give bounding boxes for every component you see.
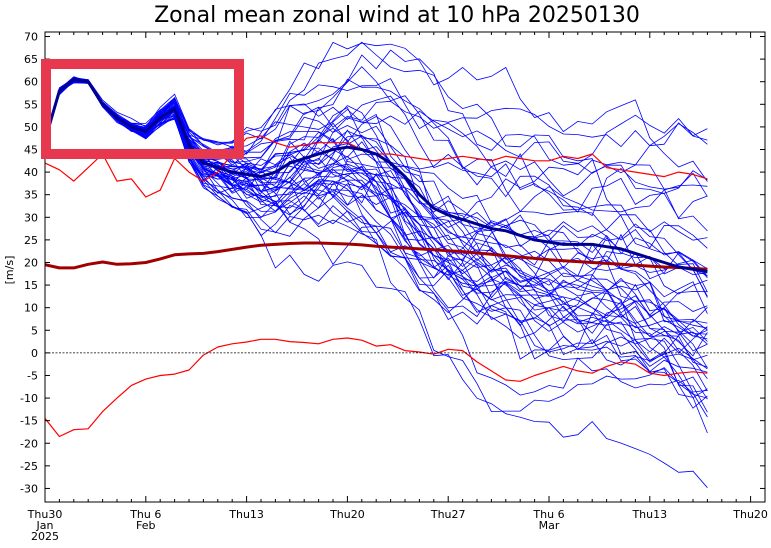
ensemble-member-line — [45, 79, 708, 345]
y-tick-label: 70 — [24, 31, 38, 44]
y-tick-label: 30 — [24, 211, 38, 224]
ensemble-member-line — [45, 81, 708, 334]
ensemble-member-line — [45, 82, 708, 373]
tick-labels: 7065605550454035302520151050-5-10-15-20-… — [20, 31, 768, 543]
ensemble-member-line — [45, 78, 708, 327]
ensemble-member-line — [45, 78, 708, 335]
ensemble-member-line — [45, 79, 708, 361]
y-tick-label: 35 — [24, 189, 38, 202]
ensemble-member-line — [45, 78, 708, 217]
ensemble-member-line — [45, 77, 708, 352]
x-tick-label: Thu20 — [329, 508, 365, 521]
ensemble-member-line — [45, 78, 708, 156]
x-tick-label: Thu30 — [27, 508, 63, 521]
x-tick-label: Mar — [539, 519, 560, 532]
ensemble-member-line — [45, 77, 708, 488]
y-tick-label: 20 — [24, 256, 38, 269]
y-tick-label: 25 — [24, 234, 38, 247]
ensemble-member-line — [45, 79, 708, 361]
chart-title: Zonal mean zonal wind at 10 hPa 20250130 — [154, 3, 640, 28]
climatology-mean-line — [45, 241, 708, 271]
ensemble-member-line — [45, 80, 708, 357]
y-tick-label: 10 — [24, 302, 38, 315]
ensemble-member-line — [45, 77, 708, 369]
y-tick-label: 60 — [24, 76, 38, 89]
y-tick-label: -5 — [27, 369, 38, 382]
y-tick-label: -15 — [20, 415, 38, 428]
ensemble-mean-line — [45, 78, 708, 273]
ensemble-member-line — [45, 81, 708, 287]
ensemble-member-line — [45, 77, 708, 331]
highlight-box — [41, 59, 244, 159]
axes — [44, 31, 766, 503]
series-lines — [45, 78, 708, 438]
y-tick-label: 15 — [24, 279, 38, 292]
ensemble-member-line — [45, 41, 708, 279]
ensemble-member-line — [45, 78, 708, 197]
x-tick-label: Thu 6 — [129, 508, 161, 521]
y-tick-label: 65 — [24, 53, 38, 66]
ensemble-member-line — [45, 79, 708, 345]
x-tick-label: Thu27 — [430, 508, 466, 521]
y-tick-label: 0 — [31, 347, 38, 360]
x-tick-label: Thu20 — [732, 508, 768, 521]
ensemble-member-line — [45, 76, 708, 324]
ensemble-member-line — [45, 79, 708, 368]
y-axis-label: [m/s] — [3, 256, 16, 285]
ensemble-member-line — [45, 41, 708, 182]
ensemble-member-line — [45, 78, 708, 363]
y-tick-label: 55 — [24, 98, 38, 111]
y-tick-label: -20 — [20, 437, 38, 450]
ensemble-member-line — [45, 79, 708, 295]
ensemble-member-line — [45, 78, 708, 279]
y-tick-label: -10 — [20, 392, 38, 405]
y-tick-label: 5 — [31, 324, 38, 337]
x-tick-label: Jan — [36, 519, 54, 532]
y-tick-label: -30 — [20, 482, 38, 495]
x-tick-label: Thu 6 — [532, 508, 564, 521]
ensemble-member-line — [45, 77, 708, 409]
y-tick-label: -25 — [20, 460, 38, 473]
ensemble-member-line — [45, 80, 708, 291]
y-tick-label: 40 — [24, 166, 38, 179]
y-tick-label: 45 — [24, 144, 38, 157]
x-tick-label: Thu13 — [631, 508, 667, 521]
climatology-min-line — [45, 337, 708, 438]
x-tick-label: Feb — [136, 519, 155, 532]
x-tick-label: 2025 — [31, 530, 59, 543]
x-tick-label: Thu13 — [228, 508, 264, 521]
ensemble-member-line — [45, 78, 708, 316]
y-tick-label: 50 — [24, 121, 38, 134]
ensemble-member-line — [45, 78, 708, 354]
